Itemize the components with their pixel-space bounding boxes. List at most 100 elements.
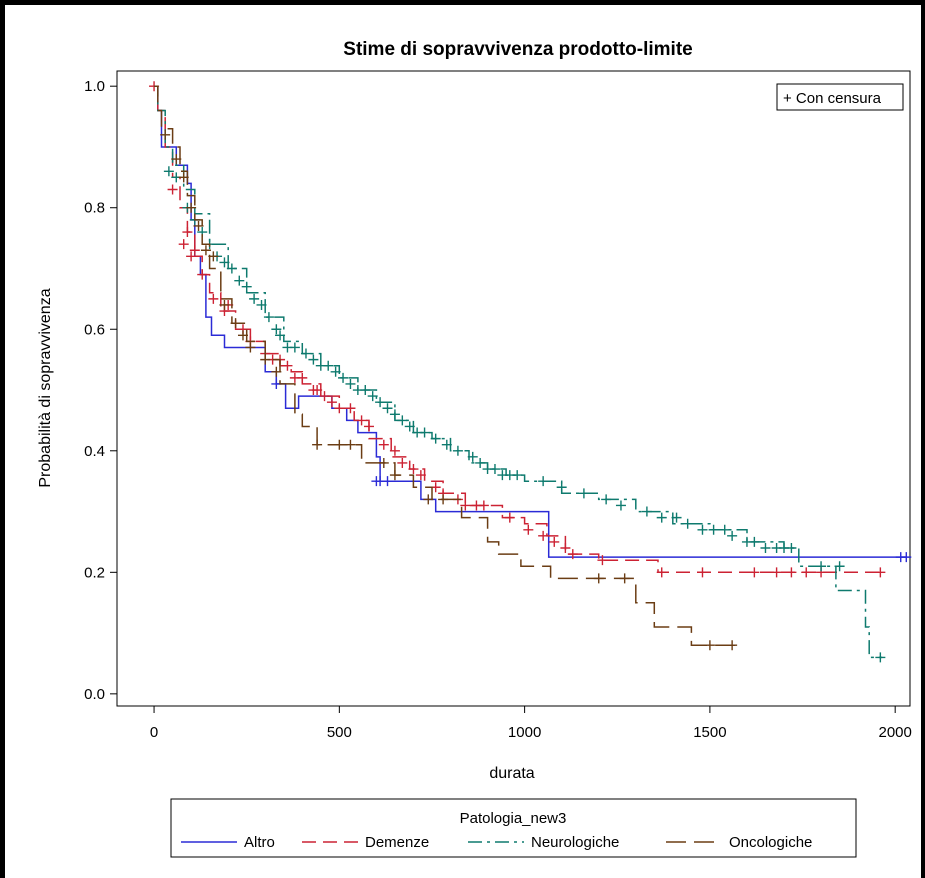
y-axis-label: Probabilità di sopravvivenza [37, 288, 54, 487]
censor-mark [619, 573, 630, 584]
censor-mark [430, 433, 441, 444]
censor-mark [338, 372, 349, 383]
censor-mark [460, 500, 471, 511]
censor-mark [578, 488, 589, 499]
censor-mark [330, 366, 341, 377]
censor-mark [834, 561, 845, 572]
censor-mark [504, 512, 515, 523]
censor-mark [415, 470, 426, 481]
censor-mark [334, 403, 345, 414]
x-tick-label: 0 [150, 724, 158, 741]
censor-mark [375, 397, 386, 408]
censor-mark [452, 445, 463, 456]
censor-mark [656, 567, 667, 578]
censor-mark [178, 239, 189, 250]
censor-mark [319, 391, 330, 402]
censor-mark [256, 299, 267, 310]
censor-mark [771, 567, 782, 578]
censor-mark [682, 518, 693, 529]
censor-mark [367, 391, 378, 402]
censor-mark [875, 567, 886, 578]
censor-mark [704, 640, 715, 651]
censor-mark [523, 524, 534, 535]
y-tick-label: 0.6 [84, 321, 105, 338]
series-legend: Patologia_new3 Altro Demenze Neurologiche O… [170, 798, 857, 858]
censor-mark [378, 457, 389, 468]
censor-mark [297, 372, 308, 383]
censor-mark [167, 184, 178, 195]
censor-mark [801, 567, 812, 578]
censor-mark [556, 482, 567, 493]
censor-mark [271, 366, 282, 377]
censor-mark [397, 457, 408, 468]
censor-mark [749, 536, 760, 547]
censor-mark [549, 536, 560, 547]
censor-mark [200, 245, 211, 256]
censor-mark [308, 354, 319, 365]
censor-mark [326, 397, 337, 408]
censor-legend-text: + Con censura [783, 90, 882, 107]
legend-label: Altro [244, 834, 275, 851]
y-tick-label: 0.8 [84, 200, 105, 217]
censor-mark [615, 500, 626, 511]
censor-mark [593, 573, 604, 584]
series-neurologiche [154, 85, 886, 663]
legend-title: Patologia_new3 [460, 810, 567, 827]
x-axis-label: durata [489, 765, 534, 782]
censor-mark [230, 318, 241, 329]
censor-mark [312, 385, 323, 396]
censor-mark [345, 378, 356, 389]
chart-title: Stime di sopravvivenza prodotto-limite [343, 39, 692, 60]
x-axis: 0 500 1000 1500 2000 [150, 706, 912, 741]
y-tick-label: 0.4 [84, 443, 105, 460]
censor-mark [389, 409, 400, 420]
censor-legend-box [776, 83, 904, 111]
censor-mark [786, 543, 797, 554]
series-line [154, 85, 736, 646]
censor-mark [282, 360, 293, 371]
censor-mark [423, 494, 434, 505]
censor-mark [275, 330, 286, 341]
censor-mark [671, 512, 682, 523]
censor-mark [197, 269, 208, 280]
censor-mark [512, 470, 523, 481]
censor-mark [875, 652, 886, 663]
censor-mark [163, 166, 174, 177]
censor-mark [727, 530, 738, 541]
legend-label: Oncologiche [729, 834, 812, 851]
censor-mark [708, 524, 719, 535]
censor-mark [441, 439, 452, 450]
censor-mark [334, 439, 345, 450]
censor-mark [697, 524, 708, 535]
censor-mark [263, 312, 274, 323]
censor-mark [245, 342, 256, 353]
series-altro [154, 85, 912, 563]
censor-mark [323, 360, 334, 371]
censor-mark [467, 451, 478, 462]
legend-label: Demenze [365, 834, 429, 851]
legend-label: Neurologiche [531, 834, 619, 851]
censor-mark [186, 251, 197, 262]
censor-mark [171, 154, 182, 165]
censor-mark [408, 464, 419, 475]
censor-mark [363, 421, 374, 432]
censor-mark [356, 415, 367, 426]
censor-mark [786, 567, 797, 578]
y-axis: 0.0 0.2 0.4 0.6 0.8 1.0 [84, 78, 117, 703]
x-tick-label: 500 [327, 724, 352, 741]
censor-mark [219, 257, 230, 268]
censor-mark [382, 403, 393, 414]
plot-area [116, 70, 911, 707]
censor-mark [489, 464, 500, 475]
censor-mark [749, 567, 760, 578]
censor-mark [475, 457, 486, 468]
censor-mark [160, 129, 171, 140]
censor-mark [189, 245, 200, 256]
censor-mark [719, 524, 730, 535]
censor-mark [237, 330, 248, 341]
censor-mark [345, 403, 356, 414]
x-tick-label: 1500 [693, 724, 726, 741]
censor-mark [226, 263, 237, 274]
